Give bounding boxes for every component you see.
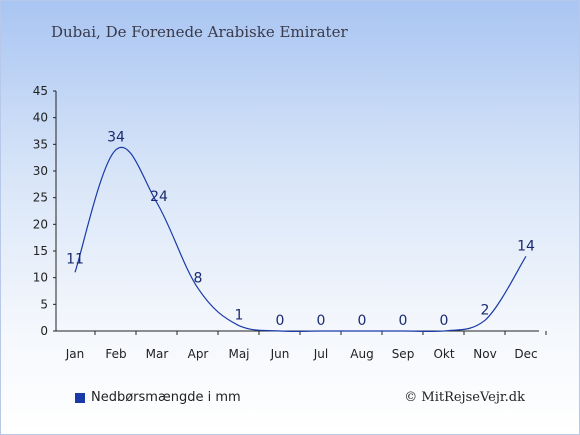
credit-text: © MitRejseVejr.dk xyxy=(404,390,525,405)
legend-swatch xyxy=(75,392,85,403)
data-label: 0 xyxy=(399,313,408,329)
x-tick-label: Jul xyxy=(313,347,328,361)
y-tick-label: 40 xyxy=(33,111,48,125)
y-tick-label: 45 xyxy=(33,84,48,98)
x-tick-label: Apr xyxy=(188,347,209,361)
data-label: 11 xyxy=(66,251,84,267)
data-label: 14 xyxy=(517,238,535,254)
y-tick-label: 35 xyxy=(33,137,48,151)
x-tick-label: Aug xyxy=(350,347,373,361)
y-tick-label: 5 xyxy=(40,297,48,311)
legend: Nedbørsmængde i mm xyxy=(75,390,241,405)
data-label: 24 xyxy=(150,189,168,205)
x-tick-label: Nov xyxy=(473,347,496,361)
data-label: 0 xyxy=(276,313,285,329)
data-label: 0 xyxy=(317,313,326,329)
data-label: 0 xyxy=(358,313,367,329)
x-tick-label: Jan xyxy=(65,347,85,361)
x-tick-label: Sep xyxy=(392,347,415,361)
x-tick-label: Feb xyxy=(105,347,126,361)
y-tick-label: 15 xyxy=(33,244,48,258)
data-label: 1 xyxy=(235,308,244,324)
x-tick-label: Dec xyxy=(514,347,537,361)
x-tick-label: Mar xyxy=(146,347,169,361)
y-tick-label: 30 xyxy=(33,164,48,178)
y-tick-label: 0 xyxy=(40,324,48,338)
x-tick-label: Jun xyxy=(270,347,290,361)
y-tick-label: 10 xyxy=(33,271,48,285)
y-tick-label: 25 xyxy=(33,191,48,205)
x-tick-label: Maj xyxy=(228,347,249,361)
data-label: 2 xyxy=(481,302,490,318)
data-label: 34 xyxy=(107,130,125,146)
data-label: 0 xyxy=(440,313,449,329)
x-tick-label: Okt xyxy=(433,347,454,361)
legend-label: Nedbørsmængde i mm xyxy=(91,390,241,405)
y-tick-label: 20 xyxy=(33,217,48,231)
series-line xyxy=(74,146,527,333)
chart-title: Dubai, De Forenede Arabiske Emirater xyxy=(51,23,348,41)
data-label: 8 xyxy=(194,270,203,286)
